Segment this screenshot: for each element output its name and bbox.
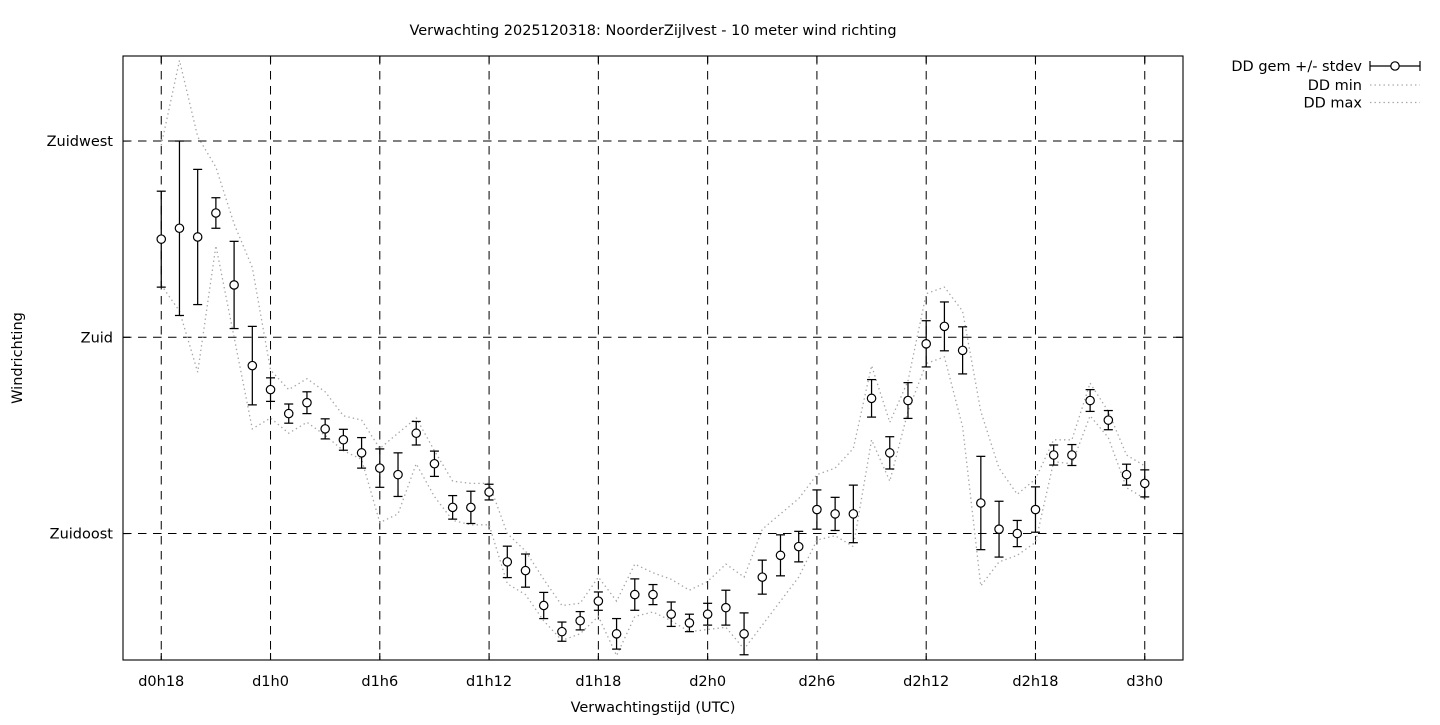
y-axis-label: Windrichting — [10, 312, 26, 404]
data-point — [484, 487, 494, 497]
data-point — [174, 223, 185, 234]
data-point — [1067, 450, 1077, 460]
data-point — [283, 408, 294, 419]
data-point — [1030, 504, 1041, 515]
data-point — [757, 572, 768, 582]
data-point — [593, 596, 604, 606]
legend-label-dd-gem-stdev: DD gem +/- stdev — [1231, 59, 1362, 75]
data-point — [957, 345, 968, 356]
data-point — [356, 448, 367, 458]
data-point — [538, 600, 549, 611]
data-point — [447, 502, 458, 513]
data-point — [1085, 395, 1095, 406]
data-point — [466, 502, 476, 513]
data-point — [557, 626, 567, 637]
data-point — [793, 541, 804, 552]
x-tick-label: d0h18 — [138, 674, 184, 690]
data-point — [192, 232, 203, 242]
data-point — [1048, 450, 1059, 460]
chart-title: Verwachting 2025120318: NoorderZijlvest … — [409, 23, 896, 39]
data-point — [866, 393, 877, 404]
data-point — [502, 557, 513, 567]
data-point — [393, 469, 403, 480]
x-tick-label: d1h18 — [575, 674, 621, 690]
x-tick-label: d2h18 — [1012, 674, 1058, 690]
data-point — [775, 550, 786, 561]
data-point — [575, 615, 585, 626]
data-point — [1121, 469, 1132, 480]
data-point — [338, 434, 349, 445]
data-point — [666, 609, 677, 620]
data-point — [702, 609, 713, 620]
y-tick-label: Zuidwest — [47, 134, 114, 150]
data-point — [247, 360, 258, 371]
data-point — [320, 424, 330, 434]
data-point — [976, 498, 986, 508]
data-point — [648, 589, 658, 600]
data-point — [520, 565, 531, 576]
data-point — [1012, 528, 1023, 539]
data-point — [721, 602, 731, 613]
x-tick-label: d2h12 — [903, 674, 949, 690]
legend-sample-errorbar-icon — [1369, 61, 1421, 71]
data-point — [812, 504, 822, 515]
data-point — [884, 448, 895, 458]
x-tick-label: d1h6 — [361, 674, 398, 690]
data-point — [302, 397, 312, 408]
data-point — [265, 384, 276, 395]
data-point — [684, 618, 695, 628]
y-tick-label: Zuidoost — [50, 527, 114, 543]
data-point — [739, 629, 749, 639]
data-point — [411, 428, 422, 439]
data-point — [921, 339, 931, 349]
data-point — [1103, 415, 1114, 425]
data-point — [629, 589, 640, 600]
data-point — [1139, 478, 1150, 489]
data-point — [229, 280, 239, 290]
data-point — [848, 509, 859, 519]
x-tick-label: d2h6 — [798, 674, 835, 690]
x-axis-label: Verwachtingstijd (UTC) — [571, 700, 736, 716]
data-point — [156, 234, 167, 244]
data-point — [211, 208, 221, 218]
dd-max-curve — [160, 60, 1146, 607]
data-point — [939, 321, 950, 332]
data-point — [830, 509, 840, 519]
x-tick-label: d3h0 — [1126, 674, 1163, 690]
legend: DD gem +/- stdev DD min DD max — [1231, 59, 1421, 112]
plot-area: d0h18 d1h0 d1h6 d1h12 d1h18 d2h0 d2h6 d2h12 d2h1… — [47, 55, 1184, 690]
data-point — [611, 629, 622, 639]
legend-label-dd-max: DD max — [1303, 96, 1362, 112]
x-tick-label: d2h0 — [689, 674, 726, 690]
data-point — [994, 524, 1004, 534]
x-tick-label: d1h12 — [466, 674, 512, 690]
x-tick-label: d1h0 — [252, 674, 289, 690]
plot-border — [122, 55, 1184, 661]
data-point — [429, 458, 440, 469]
data-point — [903, 395, 913, 406]
y-tick-label: Zuid — [81, 330, 113, 346]
legend-label-dd-min: DD min — [1308, 78, 1362, 94]
data-point — [375, 463, 385, 473]
